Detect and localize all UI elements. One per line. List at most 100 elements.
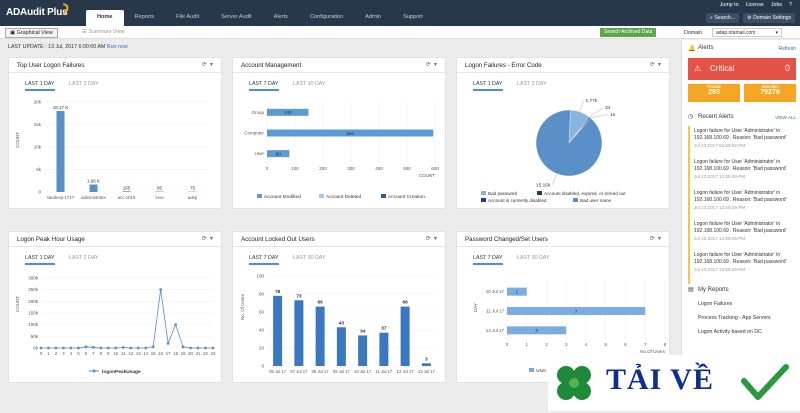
recent-alert-item[interactable]: Logon failure for User 'Administrator' i… bbox=[688, 250, 798, 284]
x-tick-label: 500 bbox=[403, 166, 411, 171]
data-point[interactable] bbox=[77, 347, 80, 350]
pie-slice[interactable] bbox=[536, 110, 602, 176]
top-links: Jump to License Jobs? bbox=[720, 2, 792, 8]
bar[interactable] bbox=[57, 111, 65, 192]
tab-summary-view[interactable]: ☰ Summary View bbox=[78, 28, 129, 36]
data-label: 594 bbox=[346, 131, 354, 136]
data-point[interactable] bbox=[204, 347, 207, 350]
legend-swatch bbox=[529, 368, 534, 372]
x-tick-label: 0 bbox=[40, 351, 43, 356]
legend-swatch bbox=[481, 198, 486, 202]
nav-tab-configuration[interactable]: Configuration bbox=[299, 10, 354, 26]
data-label: 15.15k bbox=[536, 182, 551, 188]
x-tick-label: 14 bbox=[143, 351, 148, 356]
bar[interactable] bbox=[273, 296, 282, 366]
y-tick-label: 20k bbox=[34, 100, 42, 105]
data-point[interactable] bbox=[92, 346, 95, 349]
bar[interactable] bbox=[337, 327, 346, 366]
data-label: 1e bbox=[610, 112, 616, 118]
x-tick-label: 7 bbox=[644, 342, 647, 347]
report-link[interactable]: Process Tracking - App Servers bbox=[698, 315, 771, 321]
x-tick-label: 15 bbox=[151, 351, 156, 356]
recent-alert-item[interactable]: Logon failure for User 'Administrator' i… bbox=[688, 126, 798, 160]
x-tick-label: zero bbox=[155, 195, 164, 200]
run-now-link[interactable]: Run now bbox=[107, 44, 128, 50]
y-tick-label: 13 Jul 17 bbox=[486, 328, 505, 333]
data-point[interactable] bbox=[55, 347, 58, 350]
data-point[interactable] bbox=[40, 347, 43, 350]
data-point[interactable] bbox=[152, 345, 155, 348]
recent-alert-item[interactable]: Logon failure for User 'Administrator' i… bbox=[688, 219, 798, 253]
critical-alerts-tile[interactable]: ⚠ Critical 0 bbox=[688, 58, 796, 80]
refresh-link[interactable]: Refresh bbox=[778, 46, 796, 52]
data-point[interactable] bbox=[167, 342, 170, 345]
bar[interactable] bbox=[422, 363, 431, 366]
y-axis-label: COUNT bbox=[15, 296, 20, 312]
nav-tab-server-audit[interactable]: Server Audit bbox=[210, 10, 262, 26]
bar[interactable] bbox=[316, 307, 325, 366]
data-point[interactable] bbox=[182, 345, 185, 348]
data-point[interactable] bbox=[144, 347, 147, 350]
data-point[interactable] bbox=[62, 347, 65, 350]
nav-tab-support[interactable]: Support bbox=[392, 10, 434, 26]
y-tick-label: 250k bbox=[28, 287, 39, 292]
data-point[interactable] bbox=[212, 347, 215, 350]
alert-text: Logon failure for User 'Administrator' i… bbox=[694, 159, 794, 173]
data-point[interactable] bbox=[114, 347, 117, 350]
data-point[interactable] bbox=[159, 288, 162, 291]
domain-select[interactable]: adap.ntamail.com▾ bbox=[712, 28, 782, 37]
x-tick-label: 300 bbox=[347, 166, 355, 171]
bar[interactable] bbox=[379, 333, 388, 366]
y-tick-label: 40 bbox=[259, 328, 265, 333]
bar[interactable] bbox=[358, 335, 367, 366]
data-point[interactable] bbox=[70, 347, 73, 350]
x-tick-label: 1 bbox=[47, 351, 50, 356]
search-button[interactable]: ⌕ Search... bbox=[706, 13, 739, 23]
data-point[interactable] bbox=[84, 345, 87, 348]
search-archived-data-button[interactable]: Search Archived Data bbox=[600, 28, 656, 37]
top-link[interactable]: Jobs bbox=[771, 2, 782, 8]
x-axis-label: No.Of Users bbox=[640, 349, 666, 354]
recent-alert-item[interactable]: Logon failure for User 'Administrator' i… bbox=[688, 188, 798, 222]
report-link[interactable]: Logon Activity based on DC bbox=[698, 329, 762, 335]
x-tick-label: 4 bbox=[585, 342, 588, 347]
nav-tab-admin[interactable]: Admin bbox=[354, 10, 392, 26]
data-point[interactable] bbox=[174, 323, 177, 326]
view-all-link[interactable]: VIEW ALL bbox=[775, 115, 796, 120]
bar[interactable] bbox=[401, 307, 410, 366]
top-link[interactable]: Jump to bbox=[720, 2, 739, 8]
data-point[interactable] bbox=[189, 347, 192, 350]
domain-label: Domain bbox=[684, 30, 702, 36]
y-tick-label: 20 bbox=[259, 346, 265, 351]
data-point[interactable] bbox=[47, 347, 50, 350]
x-tick-label: 9 bbox=[107, 351, 110, 356]
data-point[interactable] bbox=[137, 347, 140, 350]
nav-tab-alerts[interactable]: Alerts bbox=[263, 10, 299, 26]
report-link[interactable]: Logon Failures bbox=[698, 301, 732, 307]
bar[interactable] bbox=[90, 185, 98, 192]
top-link[interactable]: ? bbox=[789, 2, 792, 8]
nav-tab-home[interactable]: Home bbox=[86, 10, 124, 26]
data-point[interactable] bbox=[129, 347, 132, 350]
legend-swatch bbox=[257, 194, 262, 198]
y-tick-label: 100k bbox=[28, 322, 39, 327]
top-link[interactable]: License bbox=[746, 2, 764, 8]
x-tick-label: 07 Jul 17 bbox=[290, 369, 308, 374]
data-point[interactable] bbox=[99, 347, 102, 350]
data-point[interactable] bbox=[197, 347, 200, 350]
data-point[interactable] bbox=[122, 346, 125, 349]
y-tick-label: 5k bbox=[36, 167, 42, 172]
bar[interactable] bbox=[123, 191, 131, 192]
recent-alert-item[interactable]: Logon failure for User 'Administrator' i… bbox=[688, 157, 798, 191]
x-tick-label: 6 bbox=[624, 342, 627, 347]
nav-tab-file-audit[interactable]: File Audit bbox=[165, 10, 210, 26]
data-point[interactable] bbox=[107, 347, 110, 350]
nav-tab-reports[interactable]: Reports bbox=[124, 10, 166, 26]
domain-settings-button[interactable]: ⚙ Domain Settings bbox=[743, 13, 795, 23]
bar[interactable] bbox=[294, 300, 303, 366]
data-label: 75 bbox=[190, 186, 196, 191]
tab-graphical-view[interactable]: ▣ Graphical View bbox=[5, 28, 58, 38]
